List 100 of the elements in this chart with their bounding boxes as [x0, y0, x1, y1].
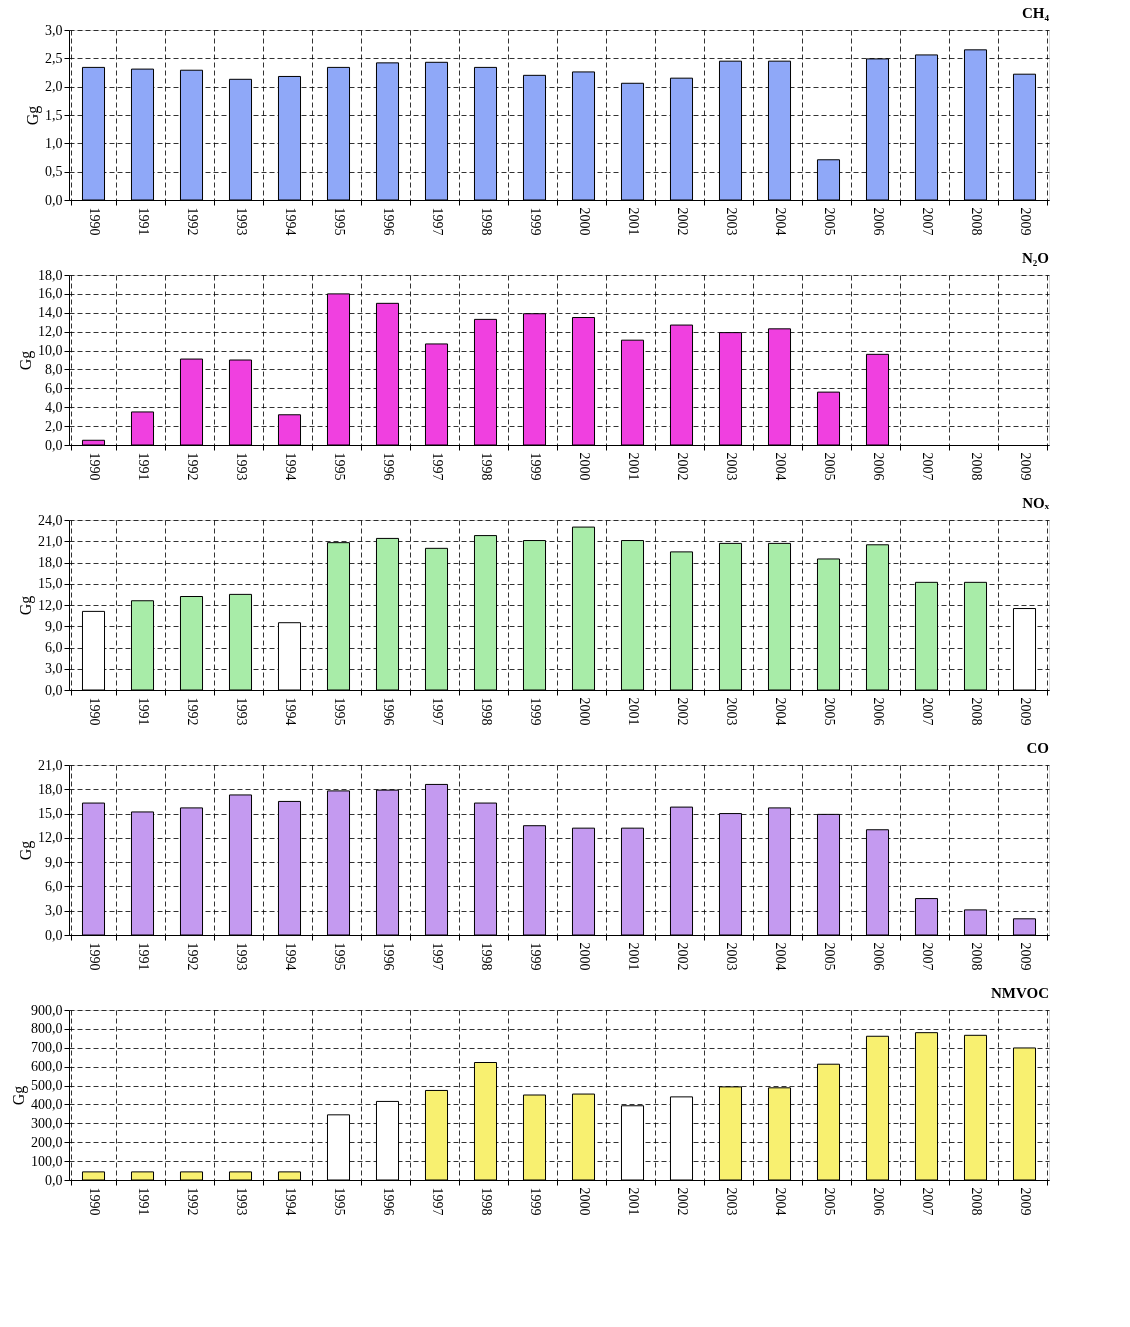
x-tick-label: 2000: [577, 207, 592, 236]
y-tick-label: 12,0: [38, 324, 63, 340]
x-tick-label: 1994: [283, 1187, 298, 1216]
x-tick-label: 1990: [87, 697, 102, 726]
x-tick-label: 1996: [381, 697, 396, 726]
y-tick-label: 15,0: [38, 576, 63, 592]
x-tick-label: 2006: [871, 207, 886, 236]
x-tick-label: 2005: [822, 697, 837, 726]
x-tick-label: 1997: [430, 697, 445, 726]
x-tick-label: 1997: [430, 1187, 445, 1216]
y-tick-label: 24,0: [38, 512, 63, 528]
y-tick-label: 0,0: [45, 927, 63, 943]
x-tick-label: 1995: [332, 452, 347, 481]
y-tick-label: 2,0: [45, 418, 63, 434]
x-tick-label: 2003: [724, 452, 739, 481]
y-tick-label: 0,0: [45, 682, 63, 698]
y-tick-label: 0,0: [45, 192, 63, 208]
x-tick-label: 1999: [528, 697, 543, 726]
y-tick-label: 6,0: [45, 640, 63, 655]
x-tick-label: 2008: [969, 452, 984, 481]
x-tick-label: 1997: [430, 207, 445, 236]
x-tick-label: 2007: [920, 452, 935, 481]
x-tick-label: 2004: [773, 697, 788, 726]
y-tick-label: 600,0: [31, 1059, 63, 1075]
x-tick-label: 2006: [871, 452, 886, 481]
x-tick-label: 2008: [969, 942, 984, 971]
chart-title: CO: [1026, 740, 1049, 756]
x-tick-label: 1991: [136, 452, 151, 481]
y-tick-label: 0,0: [45, 437, 63, 453]
x-tick-label: 1991: [136, 697, 151, 726]
x-tick-label: 2001: [626, 452, 641, 481]
x-tick-label: 1994: [283, 697, 298, 726]
x-tick-label: 1994: [283, 942, 298, 971]
x-tick-label: 2004: [773, 207, 788, 236]
y-tick-label: 18,0: [38, 555, 63, 570]
y-tick-label: 100,0: [31, 1153, 63, 1169]
y-tick-label: 1,5: [45, 107, 63, 123]
y-tick-label: 800,0: [31, 1021, 63, 1037]
x-tick-label: 1991: [136, 1187, 151, 1216]
x-tick-label: 1990: [87, 207, 102, 236]
chart-title: NOₓ: [1022, 495, 1050, 511]
x-tick-label: 1992: [185, 697, 200, 726]
y-tick-label: 900,0: [31, 1002, 63, 1018]
x-tick-label: 1993: [234, 1187, 249, 1216]
y-tick-label: 3,0: [45, 661, 63, 677]
x-tick-label: 2000: [577, 1187, 592, 1216]
y-tick-label: 400,0: [31, 1096, 63, 1112]
y-tick-label: 18,0: [38, 781, 63, 797]
x-tick-label: 2005: [822, 1187, 837, 1216]
x-tick-label: 2008: [969, 697, 984, 726]
chart-title: CH₄: [1022, 5, 1050, 21]
y-tick-label: 300,0: [31, 1115, 63, 1131]
x-tick-label: 1995: [332, 207, 347, 236]
x-tick-label: 2003: [724, 942, 739, 971]
x-tick-label: 1996: [381, 1187, 396, 1216]
x-tick-label: 1995: [332, 697, 347, 726]
x-tick-label: 1992: [185, 452, 200, 481]
x-tick-label: 1990: [87, 1187, 102, 1216]
x-tick-label: 2000: [577, 697, 592, 726]
x-tick-label: 2007: [920, 697, 935, 726]
x-tick-label: 1992: [185, 1187, 200, 1216]
x-tick-label: 1996: [381, 207, 396, 236]
y-tick-label: 3,0: [45, 903, 63, 919]
x-tick-label: 2003: [724, 207, 739, 236]
x-tick-label: 2009: [1018, 207, 1033, 236]
x-tick-label: 2009: [1018, 452, 1033, 481]
y-tick-label: 4,0: [45, 399, 63, 415]
y-axis-title: Gg: [10, 1085, 28, 1106]
y-tick-label: 3,0: [45, 22, 63, 38]
x-tick-label: 2007: [920, 207, 935, 236]
y-tick-label: 16,0: [38, 286, 63, 302]
x-tick-label: 1999: [528, 1187, 543, 1216]
x-tick-label: 1997: [430, 942, 445, 971]
x-tick-label: 2001: [626, 207, 641, 236]
x-tick-label: 1999: [528, 207, 543, 236]
x-tick-label: 2001: [626, 697, 641, 726]
x-tick-label: 1995: [332, 1187, 347, 1216]
x-tick-label: 2000: [577, 942, 592, 971]
y-tick-label: 10,0: [38, 343, 63, 359]
x-tick-label: 2007: [920, 1187, 935, 1216]
y-tick-label: 700,0: [31, 1040, 63, 1056]
x-tick-label: 1998: [479, 697, 494, 726]
chart-title: N₂O: [1022, 250, 1049, 266]
x-tick-label: 2009: [1018, 1187, 1033, 1216]
y-tick-label: 1,0: [45, 135, 63, 151]
x-tick-label: 2002: [675, 697, 690, 726]
y-tick-label: 0,0: [45, 1172, 63, 1188]
x-tick-label: 1996: [381, 942, 396, 971]
x-tick-label: 2004: [773, 942, 788, 971]
x-tick-label: 2005: [822, 942, 837, 971]
x-tick-label: 1992: [185, 207, 200, 236]
x-tick-label: 1997: [430, 452, 445, 481]
x-tick-label: 2009: [1018, 942, 1033, 971]
x-tick-label: 1999: [528, 942, 543, 971]
x-tick-label: 1998: [479, 942, 494, 971]
x-tick-label: 1990: [87, 452, 102, 481]
y-tick-label: 9,0: [45, 618, 63, 634]
y-tick-label: 6,0: [45, 380, 63, 396]
x-tick-label: 1998: [479, 207, 494, 236]
x-tick-label: 2009: [1018, 697, 1033, 726]
